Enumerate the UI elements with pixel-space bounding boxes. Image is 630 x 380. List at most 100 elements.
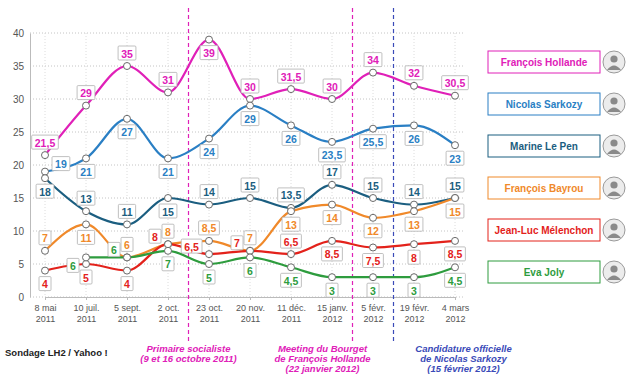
data-label: 5 [80,270,92,284]
data-label-text: 8,5 [202,222,217,234]
data-label: 6 [244,263,256,277]
series-marker [247,254,254,261]
data-label: 8,5 [199,221,220,235]
data-label-box [446,151,464,165]
data-labels: 21,5191874292113115635271164631211588739… [32,46,469,298]
x-tick-label-line: 2011 [241,314,260,324]
series-marker [411,82,418,89]
data-label-text: 30 [326,81,338,93]
data-label-box [200,185,218,199]
x-tick-label: 15 janv.2012 [317,303,348,323]
x-tick-label: 20 nov.2011 [236,303,265,323]
data-label-box [241,112,259,126]
x-tick-mark [455,297,456,300]
data-label-box [118,125,136,139]
data-label-text: 14 [203,186,215,198]
series-marker [206,135,213,142]
data-label-box [445,273,466,287]
background [0,0,630,380]
y-grid-line [30,33,465,34]
data-label-box [241,178,259,192]
x-tick-label-line: 2 oct. [157,303,179,313]
y-axis-line [30,34,31,298]
data-label-box [278,69,305,83]
data-label-text: 29 [80,87,92,99]
data-label: 7 [39,231,51,245]
data-label: 15 [446,178,464,192]
data-label-text: 8 [165,226,171,238]
source-text: Sondage LH2 / Yahoo ! [5,347,108,358]
data-label: 3 [367,283,379,297]
data-label-box [408,250,420,264]
x-tick: 5 sept.2011 [114,297,141,324]
data-label-text: 26 [285,133,297,145]
legend-label: Nicolas Sarkozy [506,99,583,110]
series-marker [165,241,172,248]
data-label-box [36,184,54,198]
data-label-text: 15 [244,180,256,192]
data-label-text: 4,5 [284,275,299,287]
x-tick-label-line: 2011 [36,314,55,324]
data-label-text: 3 [411,285,417,297]
series-marker [411,208,418,215]
data-label-text: 11 [121,206,132,218]
portrait-head [610,265,617,272]
series-marker [370,195,377,202]
y-axis: 0510152025303540 [13,28,31,303]
series-marker [452,237,459,244]
x-tick: 4 mars2012 [442,297,470,324]
series-marker [247,102,254,109]
x-tick: 5 févr.2012 [361,297,386,324]
legend-item: François Hollande [488,51,625,73]
series-marker [165,89,172,96]
x-tick-label-line: 20 nov. [236,303,265,313]
data-label-box [77,164,95,178]
data-label: 4,5 [281,273,302,287]
x-tick: 20 nov.2011 [236,297,265,324]
portrait-body [607,276,621,281]
data-label-box [405,217,423,231]
x-tick-label-line: 11 déc. [277,303,306,313]
data-label-text: 34 [367,54,379,66]
data-label-box [323,211,341,225]
data-label: 30 [241,79,259,93]
series-marker [42,175,49,182]
series-marker [206,201,213,208]
plot-area [42,36,459,281]
event-line [188,8,189,342]
data-label-box [405,185,423,199]
series-marker [288,86,295,93]
data-label-box [118,204,135,218]
data-label-text: 5 [206,272,212,284]
data-label: 21 [77,164,95,178]
data-label-box [52,157,70,171]
data-label: 26 [405,131,423,145]
data-label: 25,5 [360,135,387,149]
data-label: 7 [162,257,174,271]
y-tick: 20 [13,160,30,171]
data-label-text: 6 [70,260,76,272]
portrait-frame [603,177,625,199]
data-label: 30,5 [442,76,469,90]
x-tick-label-line: 10 juil. [73,303,99,313]
data-label: 13,5 [278,188,305,202]
legend-item: Eva Joly [488,261,625,283]
data-label-box [319,148,346,162]
y-tick: 30 [13,94,30,105]
data-label: 4 [39,277,51,291]
x-tick-label-line: 2012 [322,314,342,324]
data-label-box [241,79,259,93]
data-label-text: 29 [244,113,256,125]
series-line [45,106,455,172]
data-label-box [200,46,218,60]
x-tick-mark [291,297,292,300]
data-label-box [360,135,387,149]
series-marker [124,267,131,274]
series-marker [329,201,336,208]
data-label: 15 [159,204,177,218]
portrait-body [607,66,621,71]
x-tick-label-line: 2012 [363,314,383,324]
x-tick-label-line: 2012 [445,314,465,324]
series-marker [452,195,459,202]
x-tick-label-line: 2011 [200,314,219,324]
